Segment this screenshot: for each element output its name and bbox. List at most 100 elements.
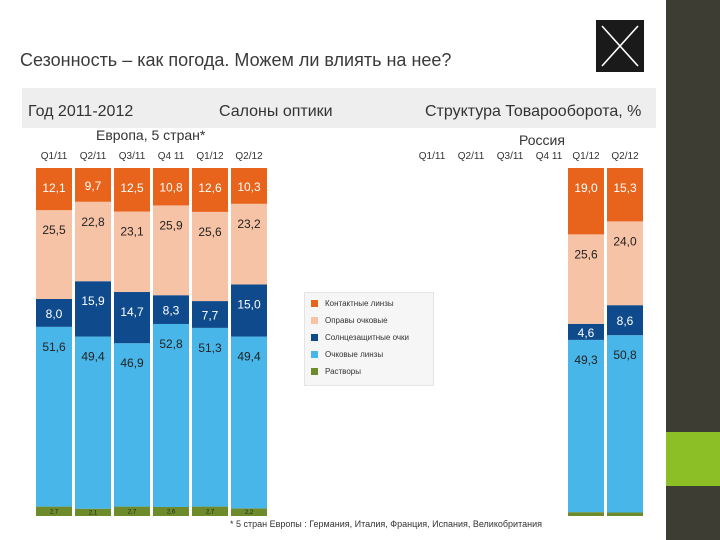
europe-bar-sun [36, 298, 72, 327]
europe-bar-lenses [75, 336, 111, 509]
europe-data-label-frames: 25,6 [198, 225, 222, 239]
europe-bar-sun [153, 295, 189, 324]
europe-data-label-lenses: 49,4 [81, 350, 105, 364]
russia-tick-label: Q1/12 [572, 151, 600, 162]
europe-bar-solutions [114, 506, 150, 516]
europe-tick-label: Q4 11 [158, 151, 185, 162]
europe-data-label-lenses: 51,3 [198, 341, 222, 355]
europe-data-label-solutions: 2,7 [50, 509, 59, 515]
legend-swatch-sun [311, 334, 318, 341]
legend: Контактные линзы Оправы очковые Солнцеза… [304, 292, 434, 386]
europe-bar-sun [231, 284, 267, 337]
europe-data-label-contact: 12,5 [120, 181, 144, 195]
russia-bar-lenses [568, 339, 604, 513]
russia-data-label-frames: 24,0 [613, 234, 637, 248]
russia-data-label-sun: 8,6 [617, 314, 634, 328]
europe-data-label-sun: 14,7 [120, 305, 144, 319]
europe-bar-solutions [75, 508, 111, 516]
europe-bar-lenses [231, 336, 267, 509]
europe-bar-frames [75, 201, 111, 282]
russia-bar-solutions [568, 512, 604, 516]
europe-data-label-frames: 23,2 [237, 217, 261, 231]
europe-bar-sun [114, 292, 150, 344]
russia-data-label-contact: 15,3 [613, 181, 637, 195]
europe-data-label-sun: 7,7 [202, 308, 219, 322]
europe-tick-label: Q2/12 [235, 151, 263, 162]
russia-tick-label: Q2/12 [611, 151, 639, 162]
europe-data-label-contact: 9,7 [85, 179, 102, 193]
europe-data-label-sun: 8,3 [163, 304, 180, 318]
europe-data-label-solutions: 2,2 [245, 510, 254, 516]
russia-tick-label: Q4 11 [536, 151, 563, 162]
europe-bar-lenses [36, 326, 72, 507]
europe-bar-contact [75, 168, 111, 202]
europe-bar-sun [75, 281, 111, 337]
europe-data-label-lenses: 52,8 [159, 337, 183, 351]
russia-data-label-sun: 4,6 [578, 326, 595, 340]
russia-chart-title: Россия [519, 132, 565, 148]
russia-data-label-lenses: 50,8 [613, 348, 637, 362]
europe-chart-title: Европа, 5 стран* [96, 127, 206, 143]
legend-label-solutions: Растворы [325, 367, 361, 376]
europe-bar-contact [36, 168, 72, 211]
europe-data-label-contact: 10,8 [159, 181, 183, 195]
russia-tick-label: Q1/11 [419, 151, 446, 162]
x-logo-icon [596, 20, 644, 72]
europe-data-label-contact: 12,6 [198, 181, 222, 195]
europe-data-label-solutions: 2,7 [128, 509, 137, 515]
russia-data-label-lenses: 49,3 [574, 353, 598, 367]
europe-bar-solutions [36, 506, 72, 516]
legend-label-contact: Контактные линзы [325, 299, 394, 308]
europe-bar-solutions [153, 506, 189, 516]
europe-data-label-contact: 12,1 [42, 181, 66, 195]
legend-swatch-frames [311, 317, 318, 324]
footnote: * 5 стран Европы : Германия, Италия, Фра… [230, 519, 542, 529]
russia-bar-solutions [607, 512, 643, 516]
page-title: Сезонность – как погода. Можем ли влиять… [20, 50, 452, 70]
europe-bar-frames [231, 203, 267, 285]
europe-data-label-frames: 25,5 [42, 223, 66, 237]
europe-tick-label: Q2/11 [80, 151, 107, 162]
europe-bar-lenses [153, 323, 189, 507]
europe-bar-solutions [231, 508, 267, 516]
europe-data-label-lenses: 46,9 [120, 356, 144, 370]
europe-data-label-solutions: 2,6 [167, 509, 176, 515]
europe-data-label-lenses: 51,6 [42, 340, 66, 354]
legend-label-lenses: Очковые линзы [325, 350, 384, 359]
europe-tick-label: Q1/12 [196, 151, 224, 162]
europe-data-label-frames: 23,1 [120, 225, 144, 239]
europe-bar-solutions [192, 506, 228, 516]
europe-data-label-lenses: 49,4 [237, 350, 261, 364]
europe-data-label-sun: 15,9 [81, 294, 105, 308]
russia-bar-lenses [607, 335, 643, 513]
europe-data-label-contact: 10,3 [237, 180, 261, 194]
russia-data-label-frames: 25,6 [574, 247, 598, 261]
europe-bar-lenses [192, 327, 228, 507]
europe-bar-contact [192, 168, 228, 212]
europe-bar-contact [231, 168, 267, 204]
europe-tick-label: Q3/11 [119, 151, 146, 162]
header-segment: Салоны оптики [219, 103, 333, 120]
europe-bar-sun [192, 301, 228, 328]
russia-data-label-contact: 19,0 [574, 181, 598, 195]
legend-label-sun: Солнцезащитные очки [325, 333, 409, 342]
europe-bar-frames [114, 211, 150, 293]
side-accent-block [666, 432, 720, 486]
russia-bar-sun [607, 305, 643, 336]
russia-bar-frames [607, 221, 643, 306]
europe-data-label-sun: 8,0 [46, 307, 63, 321]
russia-bar-frames [568, 234, 604, 324]
europe-data-label-sun: 15,0 [237, 297, 261, 311]
russia-bar-contact [568, 168, 604, 235]
europe-bar-contact [114, 168, 150, 212]
europe-data-label-solutions: 2,7 [206, 509, 215, 515]
europe-tick-label: Q1/11 [41, 151, 68, 162]
europe-bar-contact [153, 168, 189, 206]
europe-bar-frames [192, 211, 228, 302]
russia-bar-contact [607, 168, 643, 222]
header-year: Год 2011-2012 [28, 103, 134, 120]
header-metric: Структура Товарооборота, % [425, 103, 642, 120]
russia-tick-label: Q2/11 [458, 151, 485, 162]
europe-bar-lenses [114, 343, 150, 507]
